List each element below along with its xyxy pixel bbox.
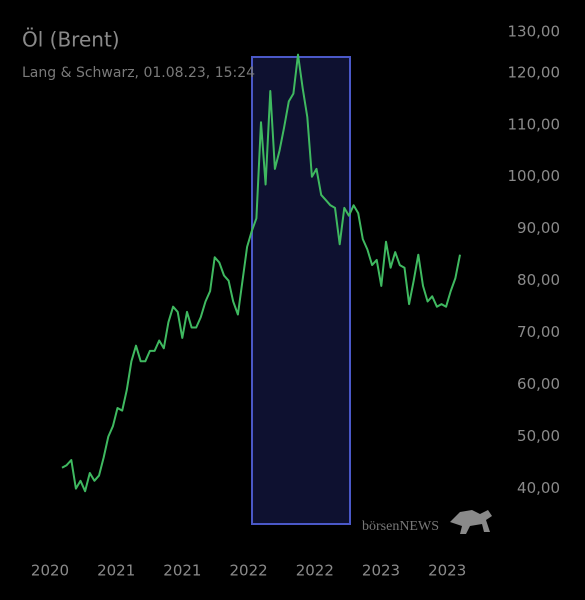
x-tick-label: 2020 [31,562,69,580]
chart-title: Öl (Brent) [22,28,120,52]
y-tick-label: 50,00 [517,427,560,445]
x-tick-label: 2022 [296,562,334,580]
y-tick-label: 90,00 [517,219,560,237]
chart-subtitle: Lang & Schwarz, 01.08.23, 15:24 [22,65,255,81]
y-tick-label: 110,00 [508,115,561,133]
y-tick-label: 100,00 [508,167,561,185]
x-tick-label: 2021 [163,562,201,580]
y-tick-label: 120,00 [508,63,561,81]
y-tick-label: 130,00 [508,23,561,41]
x-tick-label: 2022 [230,562,268,580]
x-tick-label: 2023 [428,562,466,580]
y-tick-label: 70,00 [517,323,560,341]
x-tick-label: 2023 [362,562,400,580]
y-tick-label: 80,00 [517,271,560,289]
x-tick-label: 2021 [97,562,135,580]
watermark: börsenNEWS [362,519,439,534]
watermark-logo [450,510,492,534]
highlight-box [251,56,351,525]
price-line [61,53,461,493]
y-tick-label: 60,00 [517,375,560,393]
y-tick-label: 40,00 [517,479,560,497]
